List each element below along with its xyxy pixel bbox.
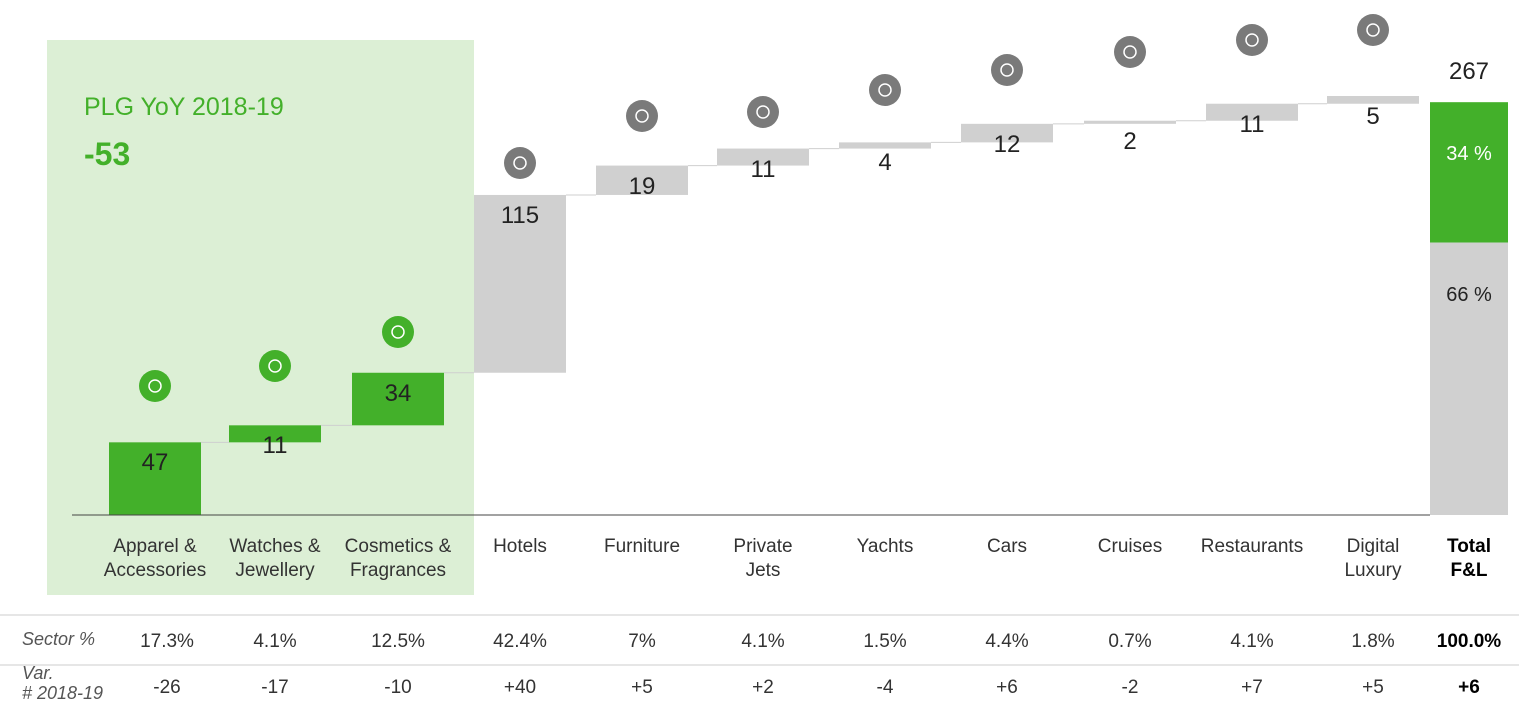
value-label: 4 [878,149,892,177]
bar [229,425,321,443]
icon [1114,36,1146,68]
x-tick-label: Restaurants [1200,536,1304,557]
row-value: +5 [631,677,653,698]
icon-glyph [1366,23,1380,37]
value-label: 5 [1366,103,1380,130]
bar [1206,103,1298,121]
icon-glyph [756,105,770,119]
row-value: +6 [1458,677,1480,698]
row-value: +7 [1241,677,1263,698]
bar [1327,96,1419,104]
value-label: 11 [750,155,776,183]
icon [504,147,536,179]
icon [1357,14,1389,46]
bar [596,165,688,195]
x-tick-label: Total F&L [1447,536,1491,581]
x-tick-label: Cosmetics & Fragrances [344,536,452,581]
row-value: 0.7% [1108,631,1152,652]
icon [382,316,414,348]
value-label: 12 [993,130,1021,158]
row-label: Sector % [22,629,96,649]
bar [109,442,201,515]
icon-glyph [513,156,527,170]
row-value: 7% [628,631,656,652]
total-label: 267 [1448,58,1490,86]
bar [352,372,444,426]
icon-glyph [878,83,892,97]
value-label: 2 [1123,127,1137,155]
x-tick-label: Watches & Jewellery [229,536,321,581]
row-value: 12.5% [371,631,425,652]
row-value: 1.5% [863,631,907,652]
bar [961,123,1053,143]
total-share-label: 34 % [1446,143,1492,166]
value-label: 11 [262,432,288,460]
row-value: -4 [876,677,894,698]
row-value: -26 [153,677,181,698]
row-value: 4.1% [253,631,297,652]
icon [991,54,1023,86]
value-label: 19 [628,172,656,200]
bar [474,194,566,373]
x-tick-label: Apparel & Accessories [103,536,207,581]
row-value: +6 [996,677,1018,698]
x-tick-label: Hotels [493,536,547,557]
icon [626,100,658,132]
icon [869,74,901,106]
x-tick-label: Yachts [856,536,914,557]
icon-glyph [1000,63,1014,77]
bar [839,142,931,149]
x-tick-label: Private Jets [733,536,793,581]
value-label: 47 [141,449,169,477]
row-value: +2 [752,677,774,698]
row-value: -17 [261,677,289,698]
x-tick-label: Furniture [603,536,681,557]
icon [139,370,171,402]
row-value: +40 [503,677,537,698]
icon [1236,24,1268,56]
row-value: 1.8% [1351,631,1395,652]
value-label: 11 [1239,110,1265,138]
icon-glyph [268,359,282,373]
total-segment [1430,242,1508,515]
icon-glyph [635,109,649,123]
icon-glyph [1123,45,1137,59]
annotation-title: PLG YoY 2018-19 [84,93,284,121]
x-tick-label: Cars [986,536,1028,557]
icon-glyph [391,325,405,339]
row-value: 100.0% [1436,631,1502,652]
row-value: 4.1% [741,631,785,652]
x-tick-label: Digital Luxury [1344,536,1402,581]
row-value: 42.4% [493,631,547,652]
value-label: 34 [384,379,412,407]
x-tick-label: Cruises [1097,536,1163,557]
row-value: 4.4% [985,631,1029,652]
value-label: 115 [500,201,540,229]
total-share-label: 66 % [1446,283,1492,306]
row-value: -10 [384,677,412,698]
total-segment [1430,102,1508,243]
row-value: 4.1% [1230,631,1274,652]
bar [717,148,809,166]
row-value: -2 [1121,677,1139,698]
icon-glyph [148,379,162,393]
icon-glyph [1245,33,1259,47]
row-value: 17.3% [140,631,194,652]
row-value: +5 [1362,677,1384,698]
row-label: Var. # 2018-19 [22,663,104,703]
icon [259,350,291,382]
annotation-value: -53 [84,136,131,172]
icon [747,96,779,128]
bar [1084,120,1176,124]
